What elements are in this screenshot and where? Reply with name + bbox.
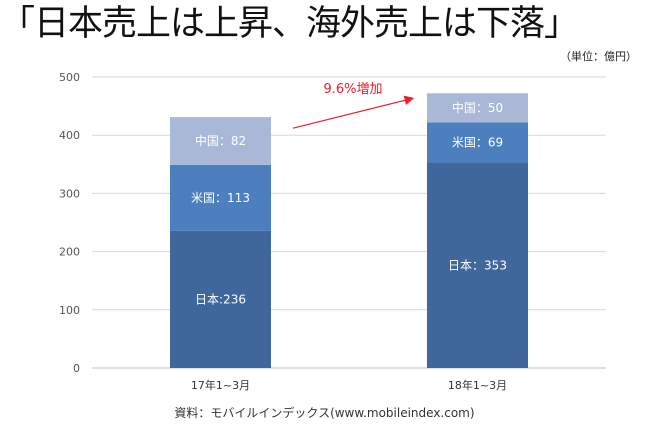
growth-arrow: [292, 95, 415, 129]
chart-title: 「日本売上は上昇、海外売上は下落」: [0, 4, 579, 44]
data-label: 米国：113: [191, 191, 250, 205]
y-tick-label: 100: [59, 304, 80, 317]
y-tick-label: 400: [59, 129, 80, 142]
data-label: 日本:236: [195, 292, 246, 306]
x-category-label: 18年1~3月: [448, 378, 507, 392]
bar-segment-china: [170, 117, 271, 165]
x-category-label: 17年1~3月: [191, 378, 250, 392]
y-tick-label: 200: [59, 246, 80, 259]
y-tick-label: 300: [59, 187, 80, 200]
bar-segment-usa: [427, 122, 528, 163]
bar-segment-japan: [170, 230, 271, 368]
growth-annotation: 9.6%増加: [323, 82, 382, 97]
y-tick-label: 0: [73, 362, 80, 375]
data-label: 米国：69: [452, 135, 503, 149]
bar-segment-usa: [170, 164, 271, 231]
y-tick-label: 500: [59, 71, 80, 84]
stacked-bar-chart: 0 100 200 300 400 500 日本:236 米国：113 中国：82 17年1~3…: [59, 71, 606, 392]
bar-segment-japan: [427, 162, 528, 368]
source-credit: 資料：モバイルインデックス(www.mobileindex.com): [174, 406, 475, 420]
data-label: 中国：82: [195, 133, 246, 148]
data-label: 日本：353: [448, 258, 507, 272]
bar-segment-china: [427, 93, 528, 123]
unit-label: （単位：億円）: [560, 50, 637, 63]
data-label: 中国：50: [452, 100, 503, 115]
